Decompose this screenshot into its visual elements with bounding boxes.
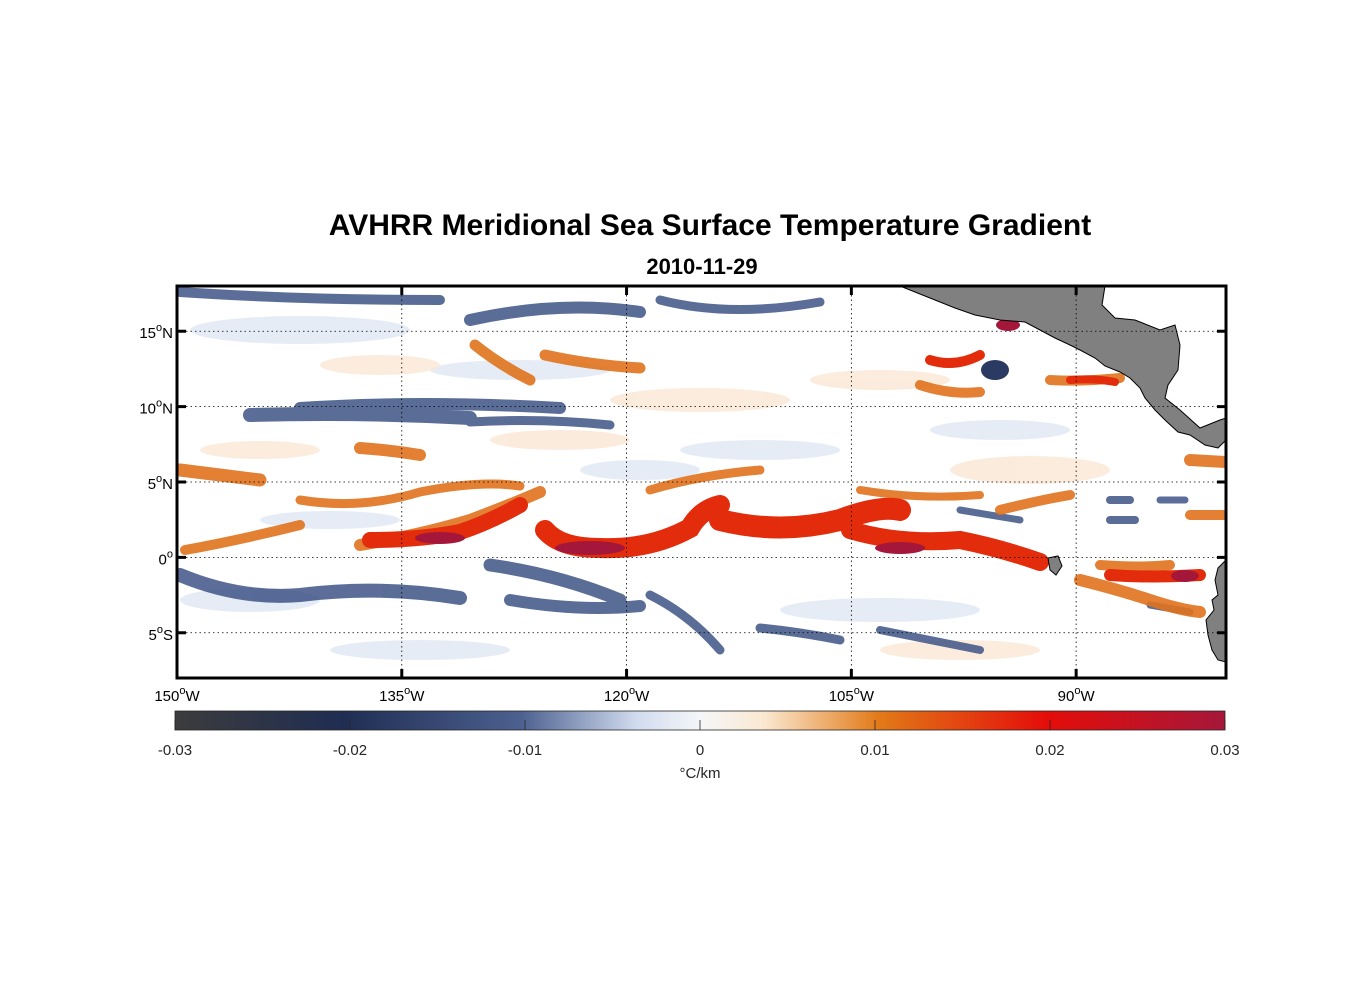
latitude-label: 5oS — [149, 624, 173, 644]
longitude-label: 90oW — [1058, 685, 1096, 705]
field-peak-positive — [415, 319, 1199, 582]
colorbar: -0.03 -0.02 -0.01 0 0.01 0.02 0.03 °C/km — [158, 710, 1240, 782]
colorbar-label: °C/km — [680, 765, 721, 782]
colorbar-tick-label: 0.02 — [1035, 742, 1064, 759]
latitude-labels: 15oN 10oN 5oN 0o 5oS — [139, 322, 173, 644]
latitude-label: 5oN — [148, 473, 173, 493]
colorbar-tick-label: 0.01 — [860, 742, 889, 759]
colorbar-tick-label: -0.02 — [333, 742, 367, 759]
colorbar-tick-label: -0.01 — [508, 742, 542, 759]
longitude-label: 105oW — [829, 685, 875, 705]
field-strong-negative — [981, 360, 1009, 380]
land-central-america — [899, 286, 1226, 449]
latitude-label: 0o — [159, 548, 173, 568]
field-positive-bands — [177, 339, 1226, 618]
land-galapagos — [1047, 555, 1063, 576]
gradient-field — [177, 286, 1226, 663]
field-negative-bands — [177, 287, 1194, 655]
figure-subtitle: 2010-11-29 — [646, 254, 757, 279]
map-frame — [175, 284, 1228, 680]
colorbar-tick-label: -0.03 — [158, 742, 192, 759]
graticule — [177, 286, 1226, 678]
longitude-label: 120oW — [604, 685, 650, 705]
colorbar-tick-label: 0 — [696, 742, 704, 759]
longitude-label: 150oW — [154, 685, 200, 705]
longitude-label: 135oW — [379, 685, 425, 705]
longitude-labels: 150oW 135oW 120oW 105oW 90oW — [154, 685, 1095, 705]
map-panel: 150oW 135oW 120oW 105oW 90oW 15oN 10oN 5oN 0o 5o… — [139, 284, 1228, 705]
figure-title: AVHRR Meridional Sea Surface Temperature… — [329, 209, 1091, 242]
colorbar-tick-label: 0.03 — [1210, 742, 1239, 759]
land-south-america — [1205, 559, 1226, 663]
latitude-label: 10oN — [139, 398, 173, 418]
land-masses — [899, 286, 1226, 663]
colorbar-ticks: -0.03 -0.02 -0.01 0 0.01 0.02 0.03 — [158, 720, 1240, 759]
latitude-label: 15oN — [139, 322, 173, 342]
